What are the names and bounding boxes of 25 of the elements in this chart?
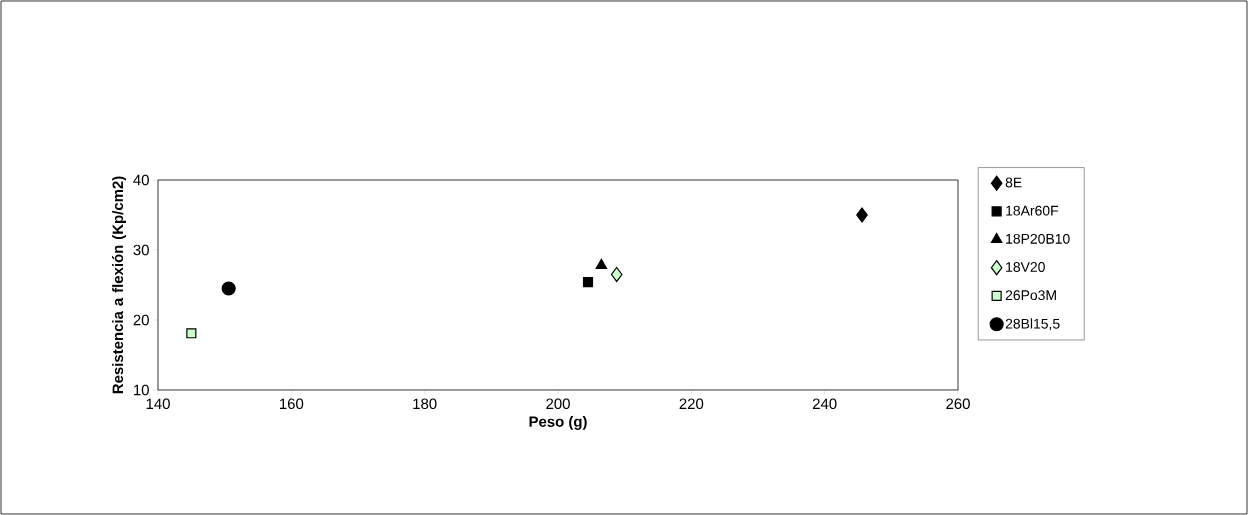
x-tick-label: 180 [413, 398, 437, 410]
point [582, 277, 594, 288]
x-tick-label: 260 [946, 398, 970, 410]
y-tick-label: 40 [133, 174, 149, 186]
x-tick-label: 160 [280, 398, 304, 410]
y-tick-label: 10 [134, 384, 149, 396]
point [856, 207, 868, 223]
legend-label: 18Ar60F [1006, 205, 1059, 216]
x-tick-label: 220 [679, 398, 704, 410]
point [595, 258, 608, 269]
point [221, 281, 236, 296]
legend-label: 26Po3M [1005, 290, 1056, 301]
x-tick-label: 240 [812, 398, 837, 410]
y-tick-label: 30 [133, 244, 149, 256]
legend-label: 18V20 [1006, 262, 1045, 272]
legend-label: 18P20B10 [1006, 233, 1070, 244]
point [610, 266, 623, 283]
x-tick-label: 140 [146, 398, 170, 410]
y-tick-label: 20 [133, 314, 149, 326]
legend-label: 8E [1005, 177, 1022, 188]
y-axis-title: Resistencia a flexión (Kp/cm2) [111, 176, 127, 394]
x-axis-title: Peso (g) [529, 415, 587, 430]
point [186, 328, 197, 339]
legend-label: 28Bl15,5 [1005, 318, 1060, 331]
x-tick-label: 200 [546, 398, 570, 410]
